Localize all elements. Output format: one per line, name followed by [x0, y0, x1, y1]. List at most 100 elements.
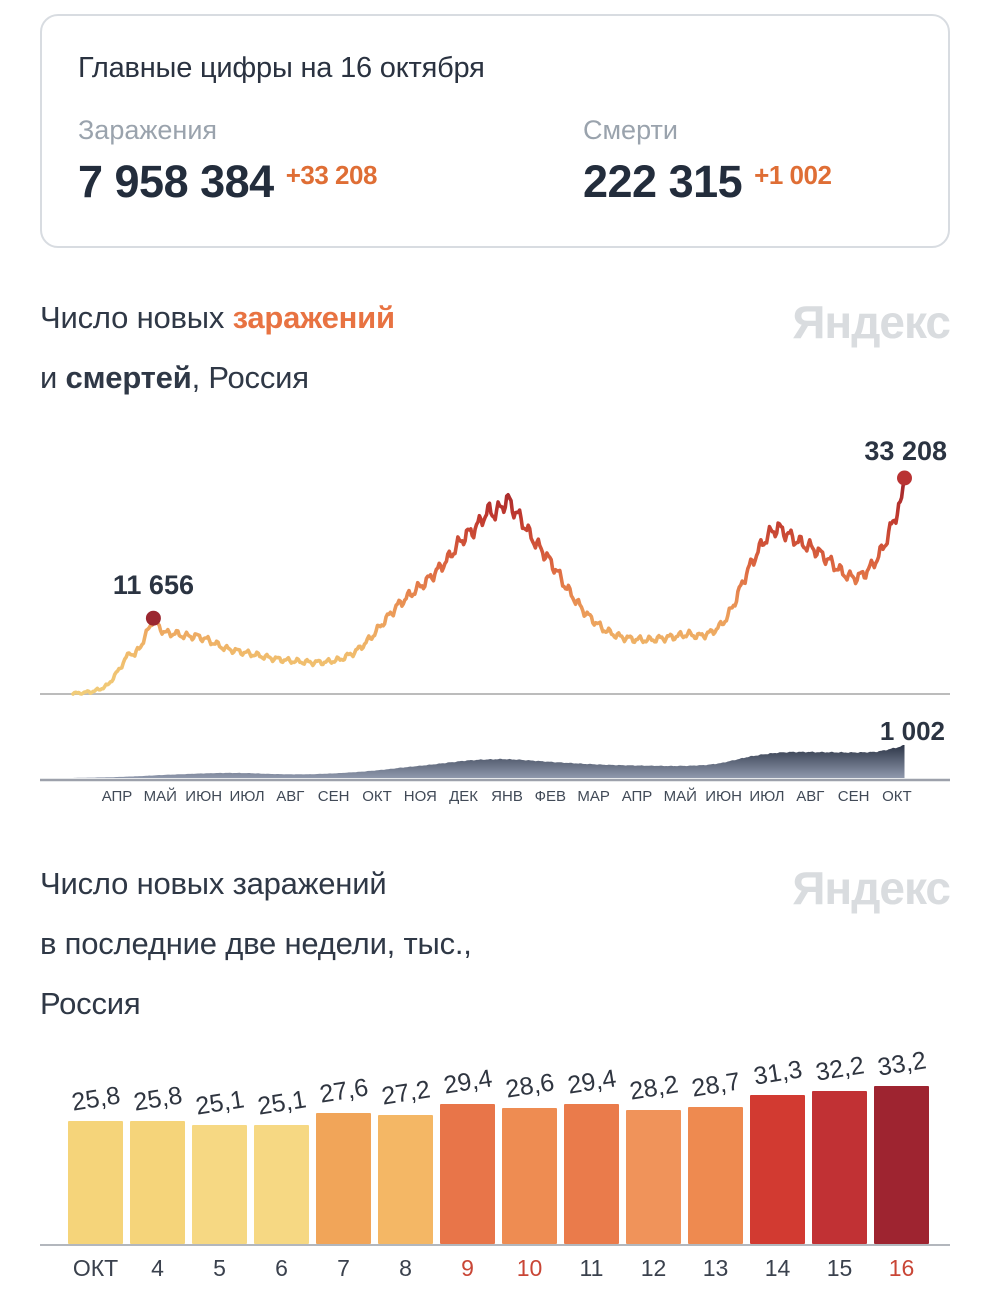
deaths-annotation: 1 002 [880, 716, 945, 746]
infections-line-svg: 11 656 33 208 [40, 436, 950, 696]
peak-dot [145, 610, 161, 626]
chart1-title-text: Число новых [40, 300, 233, 335]
stat-infections: Заражения 7 958 384 +33 208 [78, 115, 583, 208]
bar-column: 25,8 [130, 1082, 185, 1244]
yandex-watermark: Яндекс [792, 862, 951, 914]
bar [378, 1114, 433, 1244]
bar-column: 28,7 [688, 1068, 743, 1244]
chart1-title-accent: заражений [232, 300, 395, 335]
bar-date-label: 7 [337, 1255, 350, 1281]
peak-annotation: 11 656 [113, 570, 194, 600]
month-label: СЕН [837, 788, 870, 805]
chart1-title-bold: смертей [65, 360, 192, 395]
bar-date-label: 9 [461, 1255, 474, 1281]
infections-line [71, 476, 907, 696]
bar-column: 29,4 [440, 1064, 495, 1244]
summary-stats: Заражения 7 958 384 +33 208 Смерти 222 31… [78, 115, 912, 208]
bar-value-label: 29,4 [441, 1064, 494, 1100]
bar-date-label: 4 [151, 1255, 164, 1281]
bar [812, 1090, 867, 1244]
bar-date-label: 15 [826, 1255, 853, 1281]
deaths-area-chart: 1 002 [40, 706, 950, 786]
bar [254, 1124, 309, 1244]
page: Главные цифры на 16 октября Заражения 7 … [0, 14, 990, 1282]
stat-infections-value: 7 958 384 [78, 156, 274, 207]
month-label: ИЮЛ [749, 788, 785, 805]
bar [502, 1107, 557, 1244]
bar-date-label: 10 [516, 1255, 543, 1281]
month-axis: АПР МАЙ ИЮН ИЮЛ АВГ СЕН ОКТ НОЯ ДЕК ЯНВ ФЕВ МАР АПР М… [40, 788, 950, 814]
chart2-title-line1: Число новых заражений [40, 866, 387, 901]
chart2-title: Число новых заражений в последние две не… [40, 854, 951, 1034]
bar-column: 25,1 [254, 1085, 309, 1244]
stat-deaths-delta: +1 002 [754, 160, 832, 190]
month-label: ДЕК [449, 788, 479, 805]
bar-value-label: 28,7 [689, 1067, 742, 1104]
deaths-area [73, 745, 905, 778]
stat-infections-label: Заражения [78, 115, 218, 145]
peak-annotation: 33 208 [864, 436, 947, 466]
bar [440, 1104, 495, 1244]
bar-column: 28,2 [626, 1070, 681, 1244]
bar-date-label: 5 [213, 1255, 226, 1281]
bar-value-label: 33,2 [875, 1046, 928, 1082]
bar-date-label: 14 [764, 1255, 791, 1281]
bar [564, 1104, 619, 1244]
bar-column: 29,4 [564, 1064, 619, 1244]
bar-date-label: 11 [579, 1255, 604, 1281]
bar-value-label: 25,1 [193, 1084, 246, 1121]
stat-infections-delta: +33 208 [285, 160, 378, 190]
month-label: ИЮЛ [229, 788, 265, 805]
bar-column: 32,2 [812, 1051, 867, 1244]
chart2-title-line3: Россия [40, 986, 141, 1021]
bar-date-axis: ОКТ 4 5 6 7 8 9 10 11 12 13 14 15 16 [40, 1255, 950, 1282]
chart2-title-line2: в последние две недели, тыс., [40, 926, 472, 961]
month-label: ИЮН [185, 788, 223, 805]
month-label: СЕН [317, 788, 350, 805]
month-label: ИЮН [705, 788, 742, 805]
bar-column: 25,1 [192, 1085, 247, 1244]
bar [68, 1121, 123, 1244]
month-label: АПР [621, 788, 653, 805]
bar [874, 1086, 929, 1244]
month-label: МАЙ [143, 788, 177, 805]
month-label: МАР [577, 788, 610, 805]
stat-deaths-label: Смерти [583, 115, 678, 145]
bar-date-label: 13 [702, 1255, 729, 1281]
bar [626, 1109, 681, 1244]
two-week-bar-chart: 25,8 25,8 25,1 25,1 27,6 27,2 29,4 28,6 29,4 28,2… [40, 1046, 950, 1282]
bar [316, 1112, 371, 1244]
bar-value-label: 32,2 [813, 1051, 866, 1087]
bar-column: 28,6 [502, 1068, 557, 1244]
bar-date-label: 6 [275, 1255, 288, 1281]
bars-row: 25,8 25,8 25,1 25,1 27,6 27,2 29,4 28,6 29,4 28,2… [40, 1046, 950, 1246]
bar [750, 1095, 805, 1244]
summary-card: Главные цифры на 16 октября Заражения 7 … [40, 14, 950, 248]
bar-date-label: 8 [399, 1255, 412, 1281]
bar-date-label: 16 [888, 1255, 915, 1281]
bar-column: 31,3 [750, 1055, 805, 1244]
bar-column: 27,2 [378, 1075, 433, 1244]
infections-line-chart: 11 656 33 208 [40, 416, 950, 706]
bar [192, 1124, 247, 1244]
bar-column: 27,6 [316, 1073, 371, 1244]
month-label: АВГ [796, 788, 825, 805]
bar-value-label: 31,3 [751, 1055, 804, 1091]
bar-date-label: 12 [640, 1255, 667, 1281]
bar-date-label: ОКТ [72, 1255, 119, 1281]
bar [688, 1107, 743, 1244]
deaths-area-svg: 1 002 [40, 716, 950, 782]
bar-value-label: 25,8 [69, 1081, 122, 1117]
month-label: ОКТ [882, 788, 912, 805]
chart1-title: Число новых заражений и смертей, Россия … [40, 288, 951, 408]
month-label: ЯНВ [491, 788, 523, 805]
bar [130, 1121, 185, 1244]
bar-value-label: 27,6 [317, 1072, 370, 1109]
bar-value-label: 25,8 [131, 1081, 184, 1117]
bar-value-label: 27,2 [379, 1074, 432, 1111]
month-label: АВГ [276, 788, 305, 805]
bar-value-label: 28,6 [503, 1068, 556, 1104]
month-label: ОКТ [362, 788, 392, 805]
peak-dot [897, 470, 912, 486]
stat-deaths-value: 222 315 [583, 156, 743, 207]
